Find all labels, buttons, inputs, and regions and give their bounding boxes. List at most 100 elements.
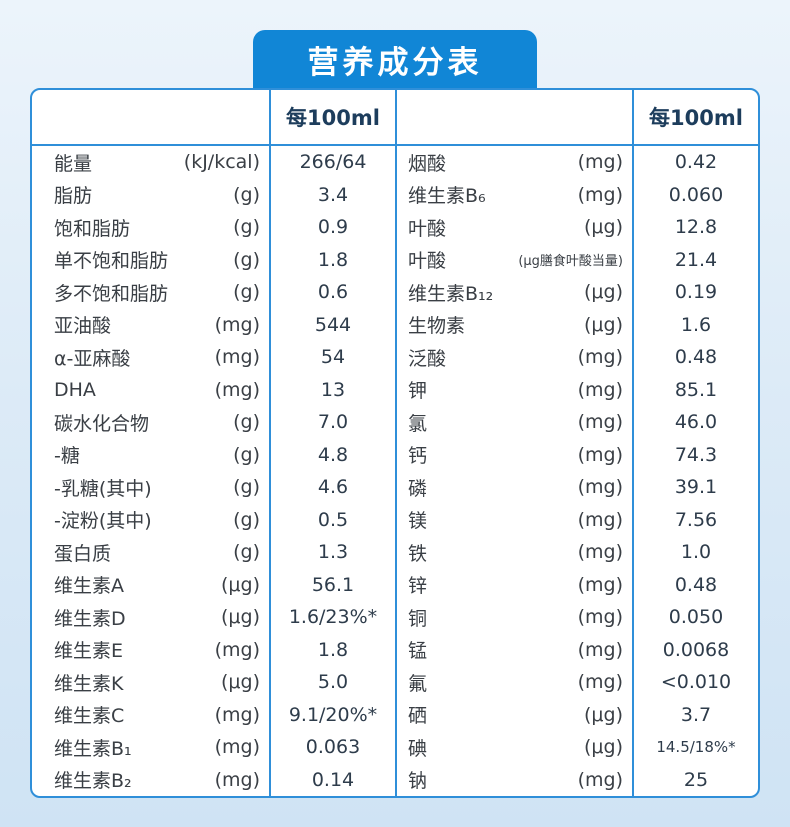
nutrient-name: -乳糖(其中)	[54, 477, 152, 500]
nutrient-value: 46.0	[632, 406, 758, 439]
table-row: 磷 (mg) 39.1	[397, 471, 758, 504]
nutrient-value: 266/64	[269, 146, 395, 179]
nutrient-name: 脂肪	[54, 185, 93, 208]
table-row: 钾 (mg) 85.1	[397, 373, 758, 407]
nutrient-value: 0.42	[632, 146, 758, 179]
nutrient-value: 13	[269, 373, 395, 406]
nutrient-name: -淀粉(其中)	[54, 510, 152, 533]
nutrient-name-cell: 钙 (mg)	[397, 439, 632, 472]
table-row: 维生素A (μg) 56.1	[32, 568, 395, 601]
table-row: 锰 (mg) 0.0068	[397, 633, 758, 667]
nutrient-value: 1.6	[632, 308, 758, 341]
nutrient-name-cell: 氯 (mg)	[397, 406, 632, 439]
nutrient-name: 烟酸	[408, 152, 447, 175]
table-row: 氯 (mg) 46.0	[397, 406, 758, 439]
nutrient-value: 0.48	[632, 341, 758, 374]
nutrient-name: 叶酸	[408, 217, 447, 240]
nutrient-name: 磷	[408, 477, 428, 500]
nutrient-name-cell: 泛酸 (mg)	[397, 341, 632, 374]
nutrient-value: <0.010	[632, 666, 758, 699]
table-row: 泛酸 (mg) 0.48	[397, 341, 758, 374]
nutrient-name: 镁	[408, 510, 428, 533]
nutrient-value: 0.19	[632, 276, 758, 309]
nutrient-name-cell: 维生素D (μg)	[32, 601, 269, 634]
table-row: 维生素B₆ (mg) 0.060	[397, 178, 758, 212]
nutrient-name-cell: 磷 (mg)	[397, 471, 632, 504]
nutrient-name: 维生素C	[54, 705, 125, 728]
nutrient-unit: (mg)	[214, 378, 260, 401]
table-row: DHA (mg) 13	[32, 373, 395, 406]
nutrient-value: 3.4	[269, 178, 395, 211]
nutrient-name-cell: 脂肪 (g)	[32, 179, 269, 212]
nutrient-unit: (g)	[233, 183, 260, 206]
nutrient-name: 碳水化合物	[54, 412, 150, 435]
table-row: 碘 (μg) 14.5/18%*	[397, 731, 758, 764]
nutrient-unit: (μg)	[221, 573, 260, 596]
nutrient-value: 39.1	[632, 471, 758, 504]
nutrient-value: 4.8	[269, 438, 395, 471]
nutrient-value: 9.1/20%*	[269, 698, 395, 731]
table-row: 脂肪 (g) 3.4	[32, 178, 395, 212]
nutrient-name-cell: α-亚麻酸 (mg)	[32, 341, 269, 374]
nutrient-name-cell: 烟酸 (mg)	[397, 146, 632, 179]
table-row: 生物素 (μg) 1.6	[397, 308, 758, 342]
nutrient-value: 5.0	[269, 666, 395, 699]
nutrient-name-cell: -糖 (g)	[32, 439, 269, 472]
nutrient-value: 85.1	[632, 373, 758, 406]
nutrient-unit: (mg)	[214, 638, 260, 661]
nutrient-value: 7.56	[632, 503, 758, 536]
table-row: 维生素D (μg) 1.6/23%*	[32, 601, 395, 634]
nutrient-name-cell: 饱和脂肪 (g)	[32, 211, 269, 244]
nutrient-name-cell: 叶酸 (μg膳食叶酸当量)	[397, 244, 632, 277]
table-row: 铁 (mg) 1.0	[397, 536, 758, 569]
right-table: 每100ml 烟酸 (mg) 0.42 维生素B₆ (mg) 0.060 叶酸 (μg) 12.…	[395, 90, 758, 796]
nutrient-value: 4.6	[269, 471, 395, 504]
header-spacer	[32, 90, 269, 144]
nutrient-unit: (mg)	[577, 541, 623, 564]
table-row: 维生素B₁ (mg) 0.063	[32, 731, 395, 764]
nutrient-unit: (g)	[233, 541, 260, 564]
nutrient-value: 21.4	[632, 243, 758, 276]
nutrient-name: 维生素B₆	[408, 185, 486, 208]
nutrient-name: 铁	[408, 542, 428, 565]
nutrient-name: -糖	[54, 445, 80, 468]
nutrient-name-cell: 生物素 (μg)	[397, 309, 632, 342]
table-row: 硒 (μg) 3.7	[397, 698, 758, 732]
table-row: 多不饱和脂肪 (g) 0.6	[32, 276, 395, 309]
nutrient-name-cell: 氟 (mg)	[397, 666, 632, 699]
nutrient-name: 铜	[408, 607, 428, 630]
nutrient-value: 0.060	[632, 178, 758, 211]
table-row: 叶酸 (μg膳食叶酸当量) 21.4	[397, 243, 758, 277]
nutrient-name: 蛋白质	[54, 542, 112, 565]
nutrient-value: 1.8	[269, 633, 395, 666]
nutrient-value: 1.3	[269, 536, 395, 569]
table-row: 锌 (mg) 0.48	[397, 568, 758, 602]
nutrient-unit: (mg)	[577, 151, 623, 174]
table-row: 碳水化合物 (g) 7.0	[32, 406, 395, 439]
nutrient-unit: (mg)	[214, 768, 260, 791]
nutrient-name-cell: 锰 (mg)	[397, 634, 632, 667]
table-row: 维生素C (mg) 9.1/20%*	[32, 698, 395, 732]
table-row: α-亚麻酸 (mg) 54	[32, 341, 395, 374]
nutrient-name: 泛酸	[408, 347, 447, 370]
nutrition-label-page: 营养成分表 每100ml 能量 (kJ/kcal) 266/64 脂肪 (g) 3.4 饱和…	[30, 30, 760, 798]
nutrient-name-cell: 钾 (mg)	[397, 374, 632, 407]
nutrient-name-cell: 维生素C (mg)	[32, 699, 269, 732]
nutrient-name: 钾	[408, 380, 428, 403]
table-row: 钠 (mg) 25	[397, 763, 758, 796]
table-row: -淀粉(其中) (g) 0.5	[32, 503, 395, 537]
nutrient-name-cell: 多不饱和脂肪 (g)	[32, 276, 269, 309]
nutrient-name: 维生素K	[54, 672, 124, 695]
nutrient-name-cell: -淀粉(其中) (g)	[32, 504, 269, 537]
table-row: 亚油酸 (mg) 544	[32, 308, 395, 341]
nutrient-unit: (mg)	[577, 573, 623, 596]
nutrient-name-cell: 维生素B₆ (mg)	[397, 179, 632, 212]
nutrient-unit: (g)	[233, 443, 260, 466]
nutrient-name-cell: 锌 (mg)	[397, 569, 632, 602]
table-row: 镁 (mg) 7.56	[397, 503, 758, 536]
nutrient-unit: (mg)	[577, 508, 623, 531]
nutrient-name-cell: 硒 (μg)	[397, 699, 632, 732]
nutrient-name: 锰	[408, 640, 428, 663]
nutrient-name-cell: 铜 (mg)	[397, 601, 632, 634]
right-table-rows: 烟酸 (mg) 0.42 维生素B₆ (mg) 0.060 叶酸 (μg) 12.8 叶酸 (μg膳…	[397, 146, 758, 796]
